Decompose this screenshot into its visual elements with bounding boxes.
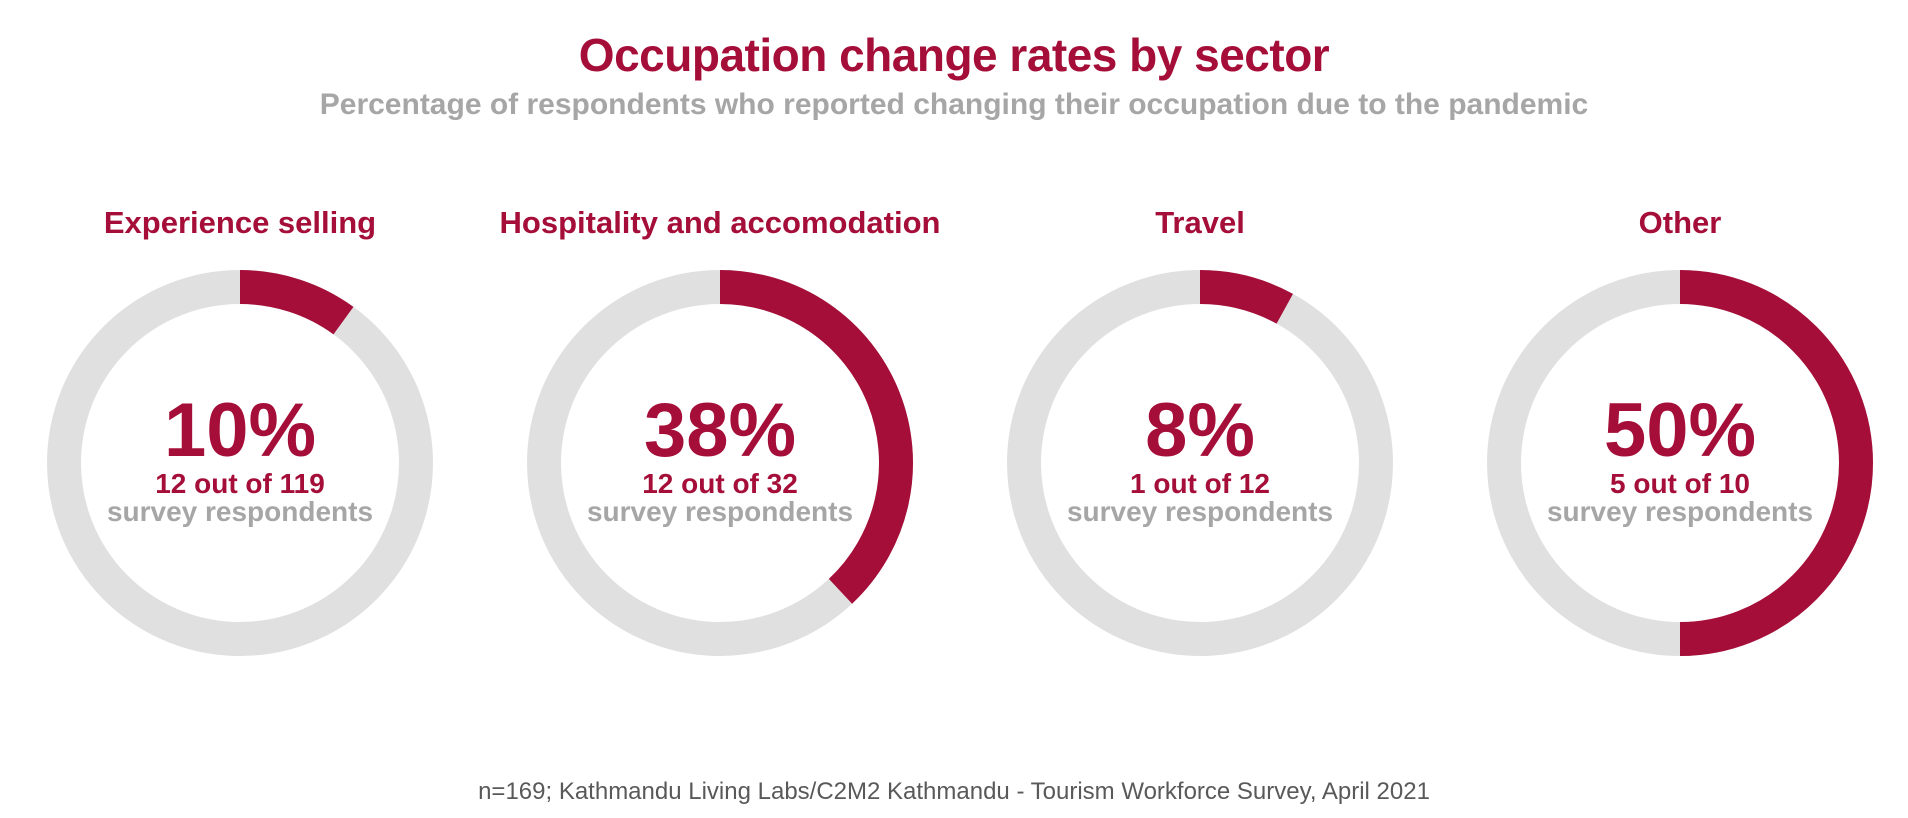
donut-experience-selling: Experience selling 10%12 out of 119survey… [47, 205, 433, 656]
donut-arc-hospitality-and-accomodation [719, 270, 913, 604]
sector-label-experience-selling: Experience selling [104, 205, 376, 240]
source-note: n=169; Kathmandu Living Labs/C2M2 Kathma… [478, 778, 1430, 805]
count-label-other: 5 out of 10 [1610, 468, 1750, 499]
chart-subtitle: Percentage of respondents who reported c… [319, 88, 1589, 121]
donut-arc-other [1679, 270, 1873, 656]
sector-label-hospitality-and-accomodation: Hospitality and accomodation [500, 205, 941, 240]
sector-label-travel: Travel [1155, 205, 1245, 240]
unit-label-travel: survey respondents [1067, 496, 1333, 527]
sector-label-other: Other [1639, 205, 1722, 240]
donut-hospitality-and-accomodation: Hospitality and accomodation 38%12 out of… [500, 205, 941, 656]
count-label-travel: 1 out of 12 [1130, 468, 1270, 499]
donut-arc-experience-selling [239, 270, 354, 335]
chart-title: Occupation change rates by sector [578, 29, 1330, 81]
percent-label-hospitality-and-accomodation: 38% [644, 388, 796, 473]
percent-label-experience-selling: 10% [164, 388, 316, 473]
unit-label-hospitality-and-accomodation: survey respondents [587, 496, 853, 527]
donut-arc-travel [1199, 270, 1293, 324]
unit-label-other: survey respondents [1547, 496, 1813, 527]
count-label-hospitality-and-accomodation: 12 out of 32 [642, 468, 798, 499]
percent-label-other: 50% [1604, 388, 1756, 473]
unit-label-experience-selling: survey respondents [107, 496, 373, 527]
percent-label-travel: 8% [1145, 388, 1255, 473]
count-label-experience-selling: 12 out of 119 [155, 468, 325, 499]
